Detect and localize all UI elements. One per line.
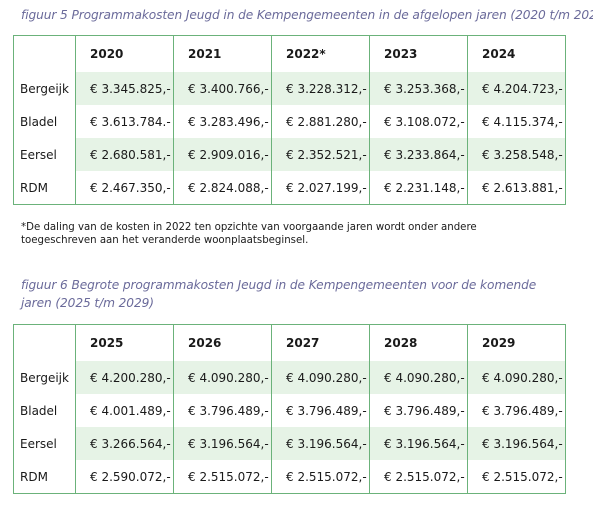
column-header: 2027 [271,324,370,361]
table-row: Eersel € 3.266.564,- € 3.196.564,- € 3.1… [14,427,566,460]
figure-6-caption: figuur 6 Begrote programmakosten Jeugd i… [21,278,537,310]
table-cell: € 2.467.350,- [75,171,174,205]
column-header: 2025 [75,324,174,361]
table-cell: € 2.613.881,- [467,171,566,205]
row-label: RDM [20,469,48,484]
row-label: Bergeijk [20,370,69,385]
table-cell: € 3.796.489,- [369,394,468,427]
header-corner-cell [14,36,76,73]
row-label: Bladel [20,114,58,129]
table-cell: € 3.345.825,- [75,72,174,105]
table-row: Eersel € 2.680.581,- € 2.909.016,- € 2.3… [14,138,566,171]
table-cell: € 4.001.489,- [75,394,174,427]
table-cell: € 2.027.199,- [271,171,370,205]
table-cell: € 3.400.766,- [173,72,272,105]
table-cell: € 4.090.280,- [173,361,272,394]
table-cell: € 3.196.564,- [271,427,370,460]
table-cell: € 2.590.072,- [75,460,174,494]
column-header: 2020 [75,35,174,72]
table-cell: € 4.115.374,- [467,105,566,138]
table-cell: € 3.108.072,- [369,105,468,138]
table-cell: € 2.231.148,- [369,171,468,205]
table-header-row: 2020 2021 2022* 2023 2024 [14,35,566,73]
table-cell: € 3.796.489,- [173,394,272,427]
table-cell: € 3.796.489,- [467,394,566,427]
table-row: RDM € 2.467.350,- € 2.824.088,- € 2.027.… [14,171,566,205]
table-cell: € 2.909.016,- [173,138,272,171]
header-corner-cell [14,325,76,362]
row-label: RDM [20,180,48,195]
table-cell: € 3.266.564,- [75,427,174,460]
table-cell: € 3.283.496,- [173,105,272,138]
table-cell: € 4.090.280,- [369,361,468,394]
table-cell: € 4.200.280,- [75,361,174,394]
figure-5-footnote: *De daling van de kosten in 2022 ten opz… [21,222,477,246]
table-cell: € 2.515.072,- [271,460,370,494]
row-label: Bergeijk [20,81,69,96]
table-cell: € 3.233.864,- [369,138,468,171]
table-cell: € 4.090.280,- [271,361,370,394]
table-cell: € 2.515.072,- [467,460,566,494]
table-cell: € 4.090.280,- [467,361,566,394]
figure-5-caption: figuur 5 Programmakosten Jeugd in de Kem… [21,8,593,22]
table-cell: € 4.204.723,- [467,72,566,105]
programmakosten-table-2020-2024: 2020 2021 2022* 2023 2024 Bergeijk € 3.3… [13,35,566,205]
row-label: Eersel [20,436,57,451]
table-cell: € 3.228.312,- [271,72,370,105]
table-cell: € 3.613.784.- [75,105,174,138]
table-cell: € 3.196.564,- [467,427,566,460]
table-cell: € 2.824.088,- [173,171,272,205]
table-cell: € 2.515.072,- [173,460,272,494]
table-cell: € 2.680.581,- [75,138,174,171]
table-cell: € 3.253.368,- [369,72,468,105]
table-cell: € 2.881.280,- [271,105,370,138]
table-row: Bladel € 4.001.489,- € 3.796.489,- € 3.7… [14,394,566,427]
table-cell: € 2.515.072,- [369,460,468,494]
column-header: 2021 [173,35,272,72]
column-header: 2028 [369,324,468,361]
table-row: Bergeijk € 4.200.280,- € 4.090.280,- € 4… [14,361,566,394]
table-cell: € 3.796.489,- [271,394,370,427]
column-header: 2026 [173,324,272,361]
table-cell: € 3.258.548,- [467,138,566,171]
table-header-row: 2025 2026 2027 2028 2029 [14,324,566,362]
column-header: 2023 [369,35,468,72]
column-header: 2024 [467,35,566,72]
table-cell: € 3.196.564,- [173,427,272,460]
begrote-programmakosten-table-2025-2029: 2025 2026 2027 2028 2029 Bergeijk € 4.20… [13,324,566,494]
row-label: Bladel [20,403,58,418]
table-row: Bergeijk € 3.345.825,- € 3.400.766,- € 3… [14,72,566,105]
column-header: 2022* [271,35,370,72]
table-cell: € 3.196.564,- [369,427,468,460]
table-row: RDM € 2.590.072,- € 2.515.072,- € 2.515.… [14,460,566,494]
column-header: 2029 [467,324,566,361]
table-cell: € 2.352.521,- [271,138,370,171]
table-row: Bladel € 3.613.784.- € 3.283.496,- € 2.8… [14,105,566,138]
row-label: Eersel [20,147,57,162]
